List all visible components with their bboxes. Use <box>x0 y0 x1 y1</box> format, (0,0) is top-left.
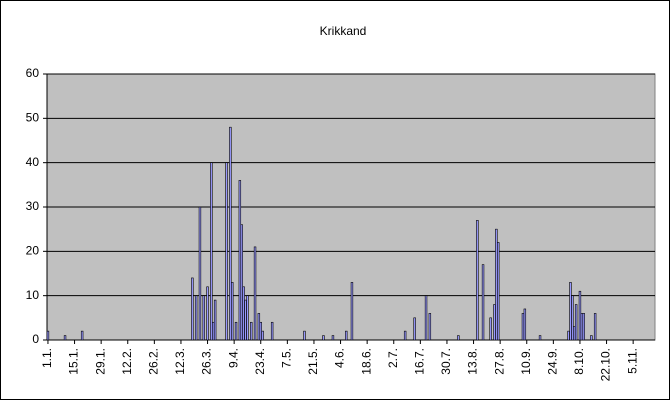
bar <box>198 206 202 341</box>
x-tick-label: 15.1. <box>67 348 81 375</box>
y-tick-label: 0 <box>32 332 39 346</box>
bar <box>212 321 215 341</box>
y-tick-label: 60 <box>26 66 40 80</box>
y-tick-label: 50 <box>26 111 40 125</box>
bar <box>80 330 84 341</box>
bar <box>593 313 597 341</box>
bar <box>234 321 238 341</box>
bar <box>413 317 416 341</box>
bar <box>303 330 306 341</box>
bar <box>521 313 525 341</box>
bar <box>495 228 498 341</box>
x-tick-label: 29.1. <box>93 348 107 375</box>
x-tick-label: 8.10. <box>572 348 586 375</box>
y-tick-label: 10 <box>26 288 40 302</box>
bar <box>497 242 500 341</box>
bar <box>403 330 407 341</box>
bar <box>428 313 432 341</box>
bar <box>582 313 585 341</box>
bar <box>322 335 325 341</box>
x-tick-label: 2.7. <box>386 348 400 368</box>
bar <box>571 295 574 341</box>
bar <box>210 162 213 341</box>
bar <box>225 162 228 341</box>
x-tick-label: 27.8. <box>492 348 506 375</box>
bar <box>481 264 485 341</box>
x-tick-label: 12.2. <box>120 348 134 375</box>
bar <box>257 313 261 341</box>
bar <box>567 330 570 341</box>
bar <box>250 321 253 341</box>
x-tick-label: 18.6. <box>359 348 373 375</box>
bar <box>424 295 428 341</box>
bar <box>350 282 354 341</box>
bar <box>46 330 50 341</box>
y-tick-label: 30 <box>26 199 40 213</box>
bar <box>202 295 205 341</box>
x-tick-label: 16.7. <box>413 348 427 375</box>
bar <box>569 282 572 341</box>
bar <box>573 326 576 341</box>
bar <box>580 313 584 341</box>
x-tick-label: 23.4. <box>253 348 267 375</box>
bar <box>246 295 249 341</box>
x-tick-label: 4.6. <box>333 348 347 368</box>
x-tick-label: 22.10. <box>599 348 613 381</box>
bar <box>63 335 67 341</box>
x-tick-label: 24.9. <box>546 348 560 375</box>
bar <box>270 321 274 341</box>
bar <box>259 321 262 341</box>
bar <box>240 224 243 341</box>
x-tick-label: 12.3. <box>173 348 187 375</box>
x-tick-label: 30.7. <box>439 348 453 375</box>
x-tick-label: 5.11. <box>625 348 639 374</box>
y-tick-label: 40 <box>26 155 40 169</box>
bar <box>194 295 198 341</box>
bar <box>538 335 542 341</box>
bar <box>242 286 245 341</box>
bar <box>590 335 593 341</box>
x-tick-label: 1.1. <box>40 348 54 368</box>
x-tick-label: 26.3. <box>200 348 214 375</box>
bar <box>523 308 527 341</box>
bar <box>244 299 247 341</box>
x-tick-label: 26.2. <box>147 348 161 375</box>
bar <box>206 286 209 341</box>
x-tick-label: 10.9. <box>519 348 533 375</box>
bar <box>476 220 479 341</box>
bar <box>493 304 496 341</box>
bar <box>331 335 335 341</box>
bar <box>191 277 194 341</box>
bar <box>238 180 242 341</box>
bar <box>229 126 232 341</box>
bar <box>457 335 460 341</box>
bar <box>231 282 234 341</box>
bar <box>213 299 217 341</box>
bar <box>261 330 264 341</box>
bar <box>578 290 582 341</box>
bar <box>345 330 348 341</box>
y-tick-label: 20 <box>26 244 40 258</box>
x-tick-label: 7.5. <box>280 348 294 368</box>
x-tick-label: 21.5. <box>306 348 320 375</box>
bar <box>253 246 257 341</box>
x-tick-label: 9.4. <box>226 348 240 368</box>
bar <box>489 317 492 341</box>
bar <box>574 304 578 341</box>
chart-title: Krikkand <box>320 24 367 38</box>
x-tick-label: 13.8. <box>466 348 480 375</box>
